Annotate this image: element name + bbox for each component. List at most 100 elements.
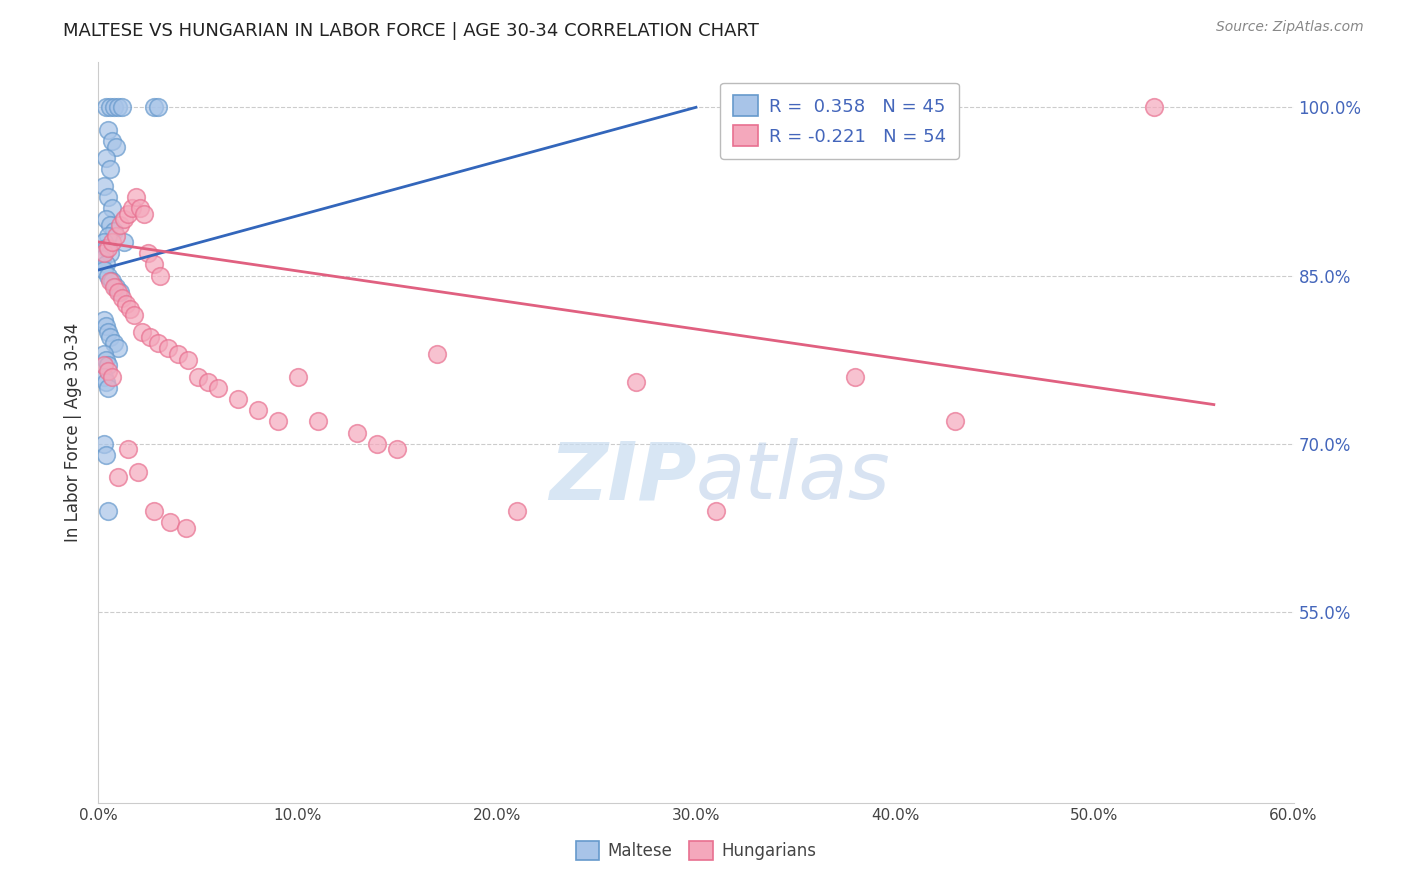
Point — [287, 369, 309, 384]
Point — [96, 100, 118, 114]
Point — [112, 235, 135, 249]
Point — [385, 442, 409, 457]
Point — [111, 100, 134, 114]
Point — [96, 151, 118, 165]
Point — [97, 240, 120, 255]
Point — [174, 521, 197, 535]
Text: atlas: atlas — [696, 438, 891, 516]
Point — [93, 347, 115, 361]
Point — [98, 100, 122, 114]
Point — [101, 134, 124, 148]
Point — [93, 246, 115, 260]
Text: Source: ZipAtlas.com: Source: ZipAtlas.com — [1216, 20, 1364, 34]
Point — [157, 342, 180, 356]
Point — [844, 369, 866, 384]
Point — [117, 442, 139, 457]
Point — [143, 504, 166, 518]
Point — [107, 100, 129, 114]
Point — [96, 352, 118, 367]
Point — [96, 448, 118, 462]
Point — [110, 218, 132, 232]
Point — [115, 296, 138, 310]
Point — [97, 268, 120, 283]
Point — [159, 516, 181, 530]
Point — [125, 190, 148, 204]
Point — [121, 201, 143, 215]
Point — [131, 325, 153, 339]
Point — [107, 342, 129, 356]
Point — [110, 285, 132, 300]
Point — [103, 280, 125, 294]
Point — [127, 465, 149, 479]
Point — [177, 352, 200, 367]
Point — [101, 201, 124, 215]
Text: MALTESE VS HUNGARIAN IN LABOR FORCE | AGE 30-34 CORRELATION CHART: MALTESE VS HUNGARIAN IN LABOR FORCE | AG… — [63, 22, 759, 40]
Point — [246, 403, 269, 417]
Point — [93, 437, 115, 451]
Point — [426, 347, 449, 361]
Point — [134, 207, 156, 221]
Point — [129, 201, 152, 215]
Point — [143, 100, 166, 114]
Point — [103, 224, 125, 238]
Point — [93, 313, 115, 327]
Point — [96, 240, 118, 255]
Point — [167, 347, 190, 361]
Point — [1143, 100, 1166, 114]
Text: ZIP: ZIP — [548, 438, 696, 516]
Point — [98, 246, 122, 260]
Point — [506, 504, 529, 518]
Point — [97, 359, 120, 373]
Point — [101, 274, 124, 288]
Point — [98, 218, 122, 232]
Point — [96, 319, 118, 334]
Point — [117, 207, 139, 221]
Point — [112, 212, 135, 227]
Point — [96, 212, 118, 227]
Point — [148, 335, 170, 350]
Point — [93, 235, 115, 249]
Point — [97, 381, 120, 395]
Point — [96, 375, 118, 389]
Point — [120, 302, 142, 317]
Point — [98, 274, 122, 288]
Point — [207, 381, 229, 395]
Point — [101, 369, 124, 384]
Point — [103, 335, 125, 350]
Point — [943, 414, 966, 428]
Point — [105, 229, 128, 244]
Legend: Maltese, Hungarians: Maltese, Hungarians — [568, 832, 824, 869]
Point — [346, 425, 368, 440]
Point — [105, 139, 128, 153]
Point — [101, 235, 124, 249]
Point — [143, 257, 166, 271]
Point — [139, 330, 162, 344]
Y-axis label: In Labor Force | Age 30-34: In Labor Force | Age 30-34 — [65, 323, 83, 542]
Point — [187, 369, 209, 384]
Point — [93, 359, 115, 373]
Point — [97, 504, 120, 518]
Point — [98, 161, 122, 176]
Point — [98, 330, 122, 344]
Point — [267, 414, 290, 428]
Point — [93, 369, 115, 384]
Point — [97, 190, 120, 204]
Point — [366, 437, 388, 451]
Point — [96, 257, 118, 271]
Point — [148, 100, 170, 114]
Point — [626, 375, 648, 389]
Point — [136, 246, 159, 260]
Point — [197, 375, 219, 389]
Point — [124, 308, 146, 322]
Point — [91, 252, 114, 266]
Point — [97, 325, 120, 339]
Point — [149, 268, 172, 283]
Point — [103, 100, 125, 114]
Point — [97, 229, 120, 244]
Point — [93, 178, 115, 193]
Point — [107, 285, 129, 300]
Point — [226, 392, 249, 406]
Point — [93, 263, 115, 277]
Point — [97, 122, 120, 136]
Point — [107, 470, 129, 484]
